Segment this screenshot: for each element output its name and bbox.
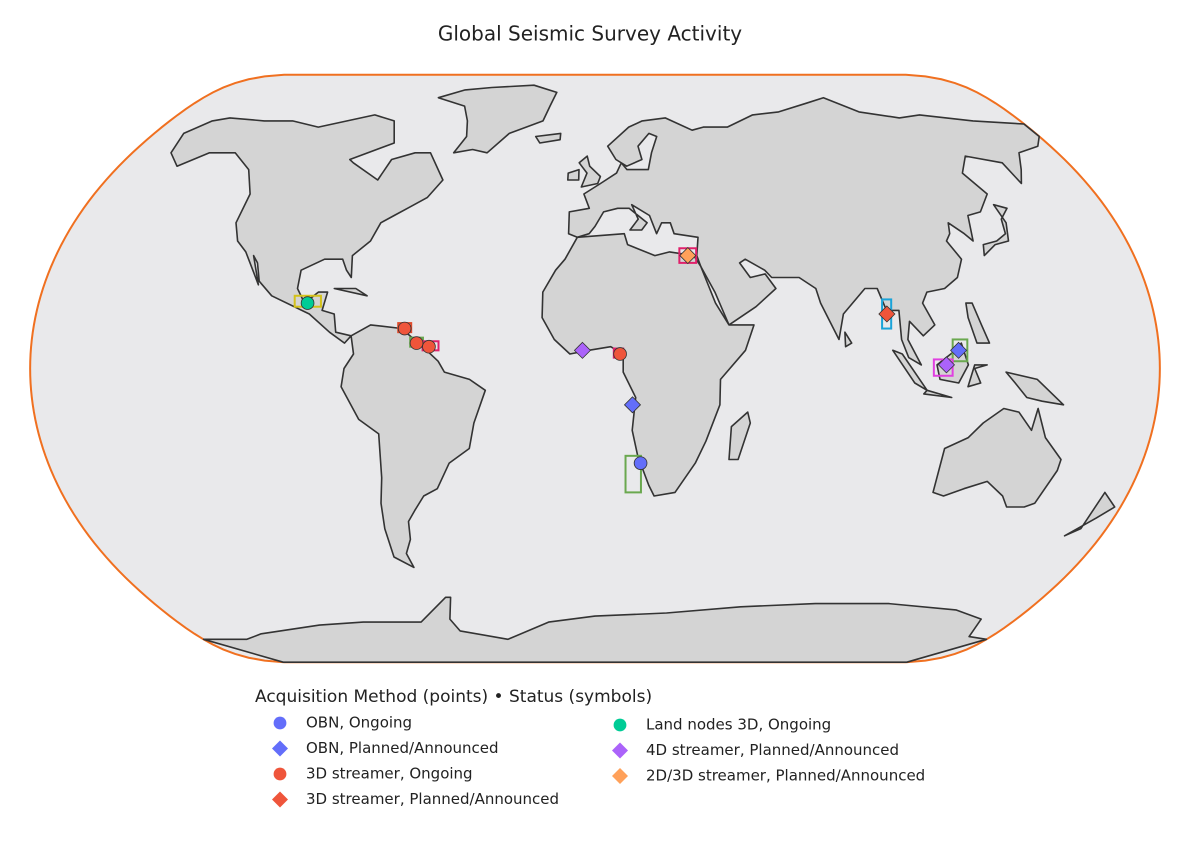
circle-marker [397, 321, 412, 336]
landmass [567, 168, 580, 181]
circle-marker [300, 296, 315, 310]
legend-label: OBN, Ongoing [306, 714, 412, 732]
landmass [1063, 491, 1116, 537]
legend-item: 2D/3D streamer, Planned/Announced [612, 767, 925, 785]
legend-label: Land nodes 3D, Ongoing [646, 716, 831, 734]
survey-area [932, 358, 954, 377]
circle-marker [409, 336, 424, 350]
legend-item: 3D streamer, Planned/Announced [272, 790, 559, 808]
landmass [982, 203, 1010, 257]
legend-label: 3D streamer, Planned/Announced [306, 790, 559, 808]
diamond-marker [950, 341, 968, 359]
landmass [728, 411, 752, 461]
globe-outline [29, 73, 1161, 664]
circle-marker [633, 456, 648, 470]
landmass [437, 84, 558, 154]
landmass [844, 331, 853, 348]
landmass [567, 96, 1040, 366]
legend-label: 3D streamer, Ongoing [306, 765, 473, 783]
diamond-marker [573, 341, 592, 359]
landmass [965, 302, 991, 344]
survey-area [624, 454, 642, 494]
landmass [340, 324, 487, 569]
legend-label: 4D streamer, Planned/Announced [646, 741, 899, 759]
legend-item: 3D streamer, Ongoing [273, 765, 473, 783]
legend-item: OBN, Ongoing [273, 714, 412, 732]
landmass [541, 232, 755, 497]
circle-marker [422, 339, 436, 354]
landmass [578, 155, 602, 188]
map-area [29, 73, 1161, 664]
landmass [202, 596, 988, 663]
landmass [170, 114, 444, 344]
landmass [1005, 371, 1065, 406]
diamond-marker [937, 356, 956, 374]
legend-title: Acquisition Method (points) • Status (sy… [255, 687, 652, 707]
survey-marks [293, 247, 969, 494]
diamond-marker [612, 742, 628, 759]
landmass [967, 364, 988, 388]
landmass [923, 389, 953, 399]
circle-marker [613, 347, 627, 361]
legend-label: 2D/3D streamer, Planned/Announced [646, 767, 925, 785]
diamond-marker [679, 247, 697, 265]
map-title: Global Seismic Survey Activity [438, 22, 742, 46]
circle-marker [613, 718, 627, 732]
legend-item: OBN, Planned/Announced [272, 739, 499, 757]
diamond-marker [623, 396, 642, 414]
landmass [932, 407, 1062, 508]
circle-marker [273, 716, 287, 730]
legend-item: Land nodes 3D, Ongoing [613, 716, 831, 734]
landmass [534, 132, 562, 144]
legend: OBN, Ongoing OBN, Planned/Announced 3D str… [272, 714, 925, 808]
legend-label: OBN, Planned/Announced [306, 739, 499, 757]
circle-marker [273, 767, 287, 781]
diamond-marker [272, 740, 288, 757]
diamond-marker [612, 768, 628, 784]
landmass [333, 287, 368, 297]
diamond-marker [878, 305, 896, 323]
diamond-marker [272, 791, 288, 808]
legend-item: 4D streamer, Planned/Announced [612, 741, 899, 759]
